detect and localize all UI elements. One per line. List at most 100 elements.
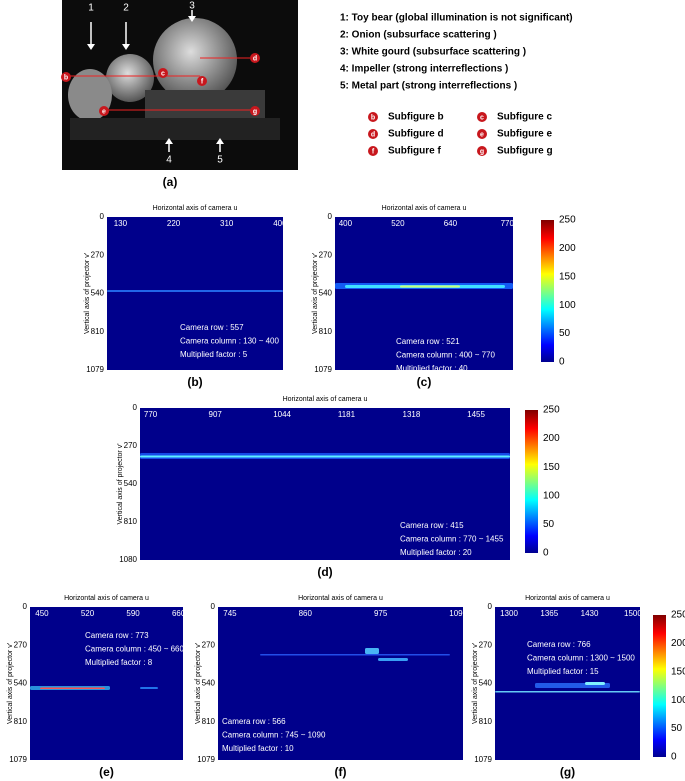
axis-title: Horizontal axis of camera u <box>298 595 383 602</box>
photo-marker-dot <box>197 76 207 86</box>
x-tick-label: 1300 <box>500 609 518 618</box>
info-text: Multiplied factor : 15 <box>527 667 599 676</box>
heatmap-feature <box>400 285 460 288</box>
colorbar-tick-label: 250 <box>559 215 576 226</box>
photo-number: 3 <box>189 1 195 12</box>
x-tick-label: 660 <box>172 609 186 618</box>
object-item: 5: Metal part (strong interreflections ) <box>340 81 517 92</box>
info-text: Camera column : 745 ~ 1090 <box>222 731 326 740</box>
legend-marker-dot <box>477 146 487 156</box>
photo-marker-dot <box>99 106 109 116</box>
heatmap <box>107 217 283 370</box>
y-tick-label: 540 <box>202 679 216 688</box>
heatmap-feature <box>378 658 408 661</box>
y-tick-label: 810 <box>91 327 105 336</box>
x-tick-label: 520 <box>391 219 405 228</box>
info-text: Camera row : 557 <box>180 323 244 332</box>
info-text: Camera column : 130 ~ 400 <box>180 337 279 346</box>
colorbar-tick-label: 250 <box>543 405 560 416</box>
legend-marker-dot <box>368 146 378 156</box>
heatmap-feature <box>140 455 510 458</box>
y-tick-label: 1080 <box>119 555 137 564</box>
colorbar <box>653 615 666 757</box>
axis-title: Vertical axis of projector v' <box>195 643 202 724</box>
x-tick-label: 640 <box>444 219 458 228</box>
panel-label: (a) <box>163 175 178 189</box>
y-tick-label: 0 <box>328 212 333 221</box>
y-tick-label: 540 <box>479 679 493 688</box>
colorbar <box>541 220 554 362</box>
info-text: Multiplied factor : 5 <box>180 350 248 359</box>
colorbar-tick-label: 0 <box>671 752 677 763</box>
colorbar-tick-label: 150 <box>559 271 576 282</box>
x-tick-label: 520 <box>81 609 95 618</box>
y-tick-label: 540 <box>14 679 28 688</box>
x-tick-label: 770 <box>144 410 158 419</box>
info-text: Multiplied factor : 20 <box>400 548 472 557</box>
y-tick-label: 270 <box>14 640 28 649</box>
legend-marker-dot <box>368 129 378 139</box>
x-tick-label: 975 <box>374 609 388 618</box>
y-tick-label: 270 <box>479 640 493 649</box>
x-tick-label: 1181 <box>338 410 356 419</box>
heatmap <box>335 217 513 370</box>
colorbar <box>525 410 538 553</box>
y-tick-label: 270 <box>124 441 138 450</box>
axis-title: Vertical axis of projector v' <box>84 253 91 334</box>
object-item: 2: Onion (subsurface scattering ) <box>340 30 497 41</box>
legend-marker-letter: b <box>371 114 375 121</box>
photo-marker-letter: d <box>253 55 257 62</box>
info-text: Camera row : 521 <box>396 337 460 346</box>
colorbar-tick-label: 50 <box>559 328 571 339</box>
heatmap <box>30 607 183 760</box>
y-tick-label: 1079 <box>9 755 27 764</box>
axis-title: Horizontal axis of camera u <box>283 396 368 403</box>
photo-marker-letter: c <box>161 70 165 77</box>
y-tick-label: 270 <box>202 640 216 649</box>
legend-marker-letter: e <box>480 131 484 138</box>
y-tick-label: 810 <box>319 327 333 336</box>
object-item: 1: Toy bear (global illumination is not … <box>340 13 573 24</box>
panel-label: (e) <box>99 765 114 779</box>
x-tick-label: 1318 <box>403 410 421 419</box>
y-tick-label: 270 <box>319 250 333 259</box>
panel-label: (d) <box>317 565 332 579</box>
x-tick-label: 130 <box>114 219 128 228</box>
photo-number: 5 <box>217 155 223 166</box>
x-tick-label: 1090 <box>449 609 467 618</box>
y-tick-label: 0 <box>100 212 105 221</box>
heatmap-feature <box>585 682 605 685</box>
axis-title: Vertical axis of projector v' <box>7 643 14 724</box>
photo-marker-dot <box>158 68 168 78</box>
photo-marker-dot <box>250 106 260 116</box>
legend-text: Subfigure c <box>497 112 552 123</box>
y-tick-label: 540 <box>319 289 333 298</box>
x-tick-label: 1365 <box>540 609 558 618</box>
y-tick-label: 0 <box>23 602 28 611</box>
info-text: Camera row : 773 <box>85 631 149 640</box>
photo-marker-dot <box>250 53 260 63</box>
object-item: 3: White gourd (subsurface scattering ) <box>340 47 526 58</box>
legend-text: Subfigure f <box>388 146 441 157</box>
y-tick-label: 1079 <box>474 755 492 764</box>
x-tick-label: 770 <box>501 219 515 228</box>
heatmap <box>140 408 510 560</box>
x-tick-label: 590 <box>126 609 140 618</box>
heatmap-feature <box>107 290 283 292</box>
axis-title: Horizontal axis of camera u <box>153 205 238 212</box>
info-text: Camera column : 1300 ~ 1500 <box>527 654 635 663</box>
colorbar-tick-label: 150 <box>671 666 685 677</box>
axis-title: Vertical axis of projector v' <box>472 643 479 724</box>
colorbar-tick-label: 200 <box>559 243 576 254</box>
y-tick-label: 810 <box>14 717 28 726</box>
heatmap-feature <box>495 691 640 693</box>
panel-label: (g) <box>560 765 575 779</box>
photo <box>62 0 298 170</box>
colorbar-tick-label: 150 <box>543 462 560 473</box>
legend-marker-letter: c <box>480 114 484 121</box>
x-tick-label: 400 <box>339 219 353 228</box>
heatmap-feature <box>140 687 158 689</box>
legend-text: Subfigure e <box>497 129 552 140</box>
axis-title: Vertical axis of projector v' <box>117 443 124 524</box>
